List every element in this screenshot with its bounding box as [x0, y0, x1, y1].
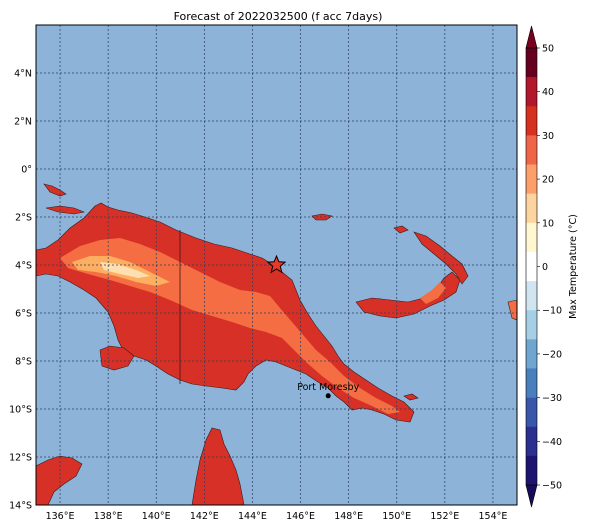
latitude-tick-label: 2°N — [14, 117, 32, 128]
city-label: Port Moresby — [297, 382, 359, 393]
new-ireland-island — [413, 231, 469, 285]
new-britain-orange — [420, 282, 446, 304]
longitude-tick-label: 144°E — [238, 511, 267, 522]
latitude-ticks: 4°N 2°N 0° 2°S 4°S 6°S 8°S 10°S 12°S 14°S — [9, 69, 32, 512]
north-islet-west — [43, 183, 67, 197]
colorbar-tick-label: 20 — [542, 175, 554, 186]
colorbar-tick-label: −20 — [542, 349, 562, 360]
longitude-tick-label: 138°E — [94, 511, 123, 522]
colorbar-tick-label: 40 — [542, 87, 554, 98]
city-dot — [325, 393, 331, 399]
colorbar-band — [526, 251, 537, 282]
longitude-tick-label: 142°E — [190, 511, 219, 522]
latitude-tick-label: 14°S — [9, 501, 32, 512]
colorbar-band — [526, 368, 537, 398]
colorbar-band — [526, 339, 537, 369]
graticule-grid — [36, 25, 517, 505]
longitude-tick-label: 152°E — [430, 511, 459, 522]
longitude-tick-label: 148°E — [334, 511, 363, 522]
colorbar-band — [526, 48, 537, 78]
colorbar-band — [526, 135, 537, 165]
latitude-tick-label: 6°S — [15, 309, 32, 320]
colorbar-band — [526, 106, 537, 136]
louisiade-islet — [403, 393, 419, 401]
colorbar-band — [526, 397, 537, 428]
colorbar-band — [526, 281, 537, 311]
longitude-ticks: 136°E 138°E 140°E 142°E 144°E 146°E 148°E 150°E… — [46, 511, 508, 522]
colorbar-band — [526, 455, 537, 486]
colorbar-tick-label: 10 — [542, 218, 554, 229]
colorbar-tick-label: −40 — [542, 437, 562, 448]
plot-frame — [35, 24, 518, 506]
latitude-tick-label: 2°S — [15, 213, 32, 224]
map-title: Forecast of 2022032500 (f acc 7days) — [174, 10, 383, 23]
longitude-tick-label: 140°E — [142, 511, 171, 522]
colorbar-over-arrow — [525, 25, 538, 49]
latitude-tick-label: 8°S — [15, 357, 32, 368]
latitude-tick-label: 12°S — [9, 453, 32, 464]
land-layer — [36, 183, 517, 505]
bougainville-edge — [507, 299, 517, 321]
colorbar-tick-label: 30 — [542, 131, 554, 142]
colorbar-under-arrow — [525, 484, 538, 508]
star-marker — [266, 254, 287, 274]
latitude-tick-label: 4°S — [15, 261, 32, 272]
colorbar-band — [526, 164, 537, 194]
longitude-tick-label: 136°E — [46, 511, 75, 522]
colorbar-tick-label: −10 — [542, 306, 562, 317]
colorbar-label: Max Temperature (°C) — [568, 214, 579, 319]
colorbar-band — [526, 310, 537, 340]
colorbar-tick-label: −50 — [542, 481, 562, 492]
colorbar-tick-label: −30 — [542, 393, 562, 404]
colorbar-band — [526, 77, 537, 107]
latitude-tick-label: 4°N — [14, 69, 32, 80]
colorbar-band — [526, 193, 537, 224]
map-markers: Port Moresby — [266, 254, 360, 399]
colorbar-band — [526, 426, 537, 457]
longitude-tick-label: 150°E — [382, 511, 411, 522]
latitude-tick-label: 10°S — [9, 405, 32, 416]
highland-lightest-zone — [100, 262, 150, 278]
latitude-tick-label: 0° — [21, 165, 32, 176]
western-peninsula — [99, 345, 135, 371]
temperature-colorbar: 50 40 30 20 10 0 −10 −20 −30 −40 −50 — [525, 25, 562, 508]
colorbar-tick-label: 50 — [542, 44, 554, 55]
cape-york-peninsula — [191, 427, 245, 505]
colorbar-tick-label: 0 — [542, 262, 548, 273]
colorbar-band — [526, 222, 537, 253]
longitude-tick-label: 146°E — [286, 511, 315, 522]
manus-island — [393, 225, 409, 234]
longitude-tick-label: 154°E — [479, 511, 508, 522]
